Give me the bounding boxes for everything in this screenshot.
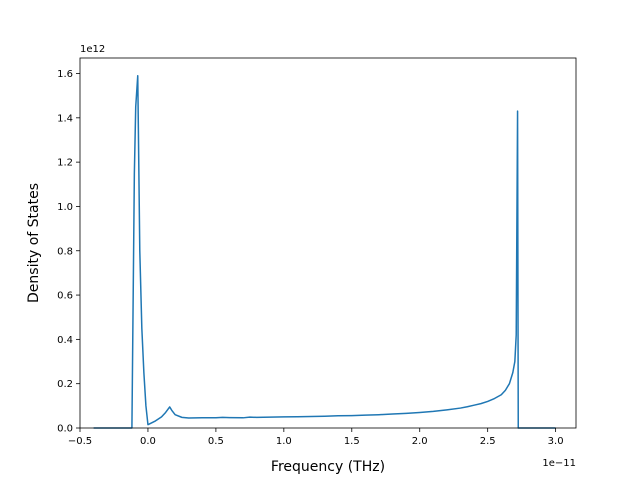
x-tick-label: 1.0 <box>276 436 292 447</box>
y-tick-label: 1.6 <box>57 69 73 80</box>
x-tick-label: 1.5 <box>344 436 360 447</box>
y-tick-label: 0.2 <box>57 379 73 390</box>
x-axis-offset-label: 1e−11 <box>542 458 576 469</box>
axes-frame <box>79 57 577 429</box>
y-tick-label: 0.8 <box>57 246 73 257</box>
x-tick-label: 2.5 <box>480 436 496 447</box>
y-axis-label: Density of States <box>26 183 42 303</box>
x-tick-label: 0.0 <box>140 436 156 447</box>
y-tick-label: 1.4 <box>57 113 73 124</box>
y-axis-offset-label: 1e12 <box>80 44 105 55</box>
x-tick-label: 0.5 <box>208 436 224 447</box>
x-tick-label: 2.0 <box>412 436 428 447</box>
dos-series-line <box>93 74 556 429</box>
y-tick-label: 1.2 <box>57 158 73 169</box>
y-tick-label: 1.0 <box>57 202 73 213</box>
y-tick-label: 0.0 <box>57 424 73 435</box>
axis-ticks: −0.5 0.0 0.5 1.0 1.5 2.0 2.5 3.00.00.20.40.60.8… <box>57 69 563 447</box>
x-tick-label: 3.0 <box>548 436 564 447</box>
x-tick-label: −0.5 <box>68 436 92 447</box>
x-axis-label: Frequency (THz) <box>271 459 385 475</box>
y-tick-label: 0.6 <box>57 291 73 302</box>
y-tick-label: 0.4 <box>57 335 73 346</box>
plot-area-content <box>93 74 556 429</box>
